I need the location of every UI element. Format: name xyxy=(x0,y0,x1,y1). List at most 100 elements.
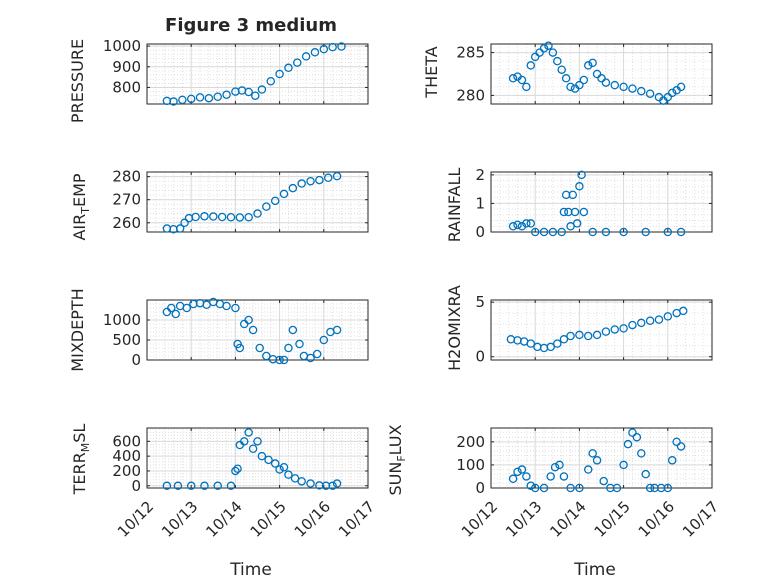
data-point xyxy=(266,76,276,86)
data-point xyxy=(251,91,260,100)
data-point xyxy=(275,355,284,365)
data-point xyxy=(204,93,214,103)
data-point xyxy=(530,227,540,237)
data-point xyxy=(526,61,536,70)
data-point xyxy=(530,52,540,62)
y-axis-label: TERRMSL xyxy=(70,424,92,496)
data-point xyxy=(583,331,593,341)
data-point xyxy=(213,92,222,102)
data-point xyxy=(553,56,562,66)
data-point xyxy=(530,483,540,493)
data-point xyxy=(264,455,273,465)
data-point xyxy=(550,462,560,472)
y-tick-label: 0 xyxy=(475,348,485,366)
data-point xyxy=(663,312,673,321)
y-axis-label: H2OMIXRA xyxy=(445,285,464,371)
data-point xyxy=(222,301,231,311)
data-point xyxy=(601,227,611,237)
y-tick-label: 0 xyxy=(131,477,141,495)
data-point xyxy=(676,227,686,237)
data-point xyxy=(539,44,549,53)
data-point xyxy=(288,325,298,335)
data-point xyxy=(180,218,189,228)
data-point xyxy=(328,481,337,491)
data-point xyxy=(315,175,324,185)
data-point xyxy=(663,227,673,237)
data-point xyxy=(588,227,597,237)
data-point xyxy=(619,460,628,470)
data-point xyxy=(663,483,673,493)
y-tick-label: 0 xyxy=(475,479,485,497)
data-point xyxy=(559,472,569,481)
subplot-terr-msl: TERRMSL xyxy=(70,424,92,496)
data-point xyxy=(162,481,172,491)
y-axis-label: THETA xyxy=(422,46,441,98)
data-point xyxy=(248,444,258,453)
y-tick-label: 400 xyxy=(112,447,141,465)
data-point xyxy=(332,325,342,335)
data-point xyxy=(279,463,289,472)
data-point xyxy=(517,222,527,231)
y-tick-label: 900 xyxy=(112,58,141,76)
data-point xyxy=(628,84,637,93)
data-point xyxy=(526,339,536,348)
x-tick-label: 10/17 xyxy=(679,498,722,541)
data-point xyxy=(222,90,231,99)
data-point xyxy=(566,483,575,493)
data-point xyxy=(566,331,575,341)
data-point xyxy=(235,213,245,222)
data-point xyxy=(645,89,655,98)
data-point xyxy=(575,182,584,191)
data-point xyxy=(244,315,253,325)
data-point xyxy=(628,320,637,330)
data-point xyxy=(566,82,575,92)
data-point xyxy=(508,474,518,484)
y-tick-label: 800 xyxy=(112,78,141,96)
data-point xyxy=(570,207,580,217)
data-point xyxy=(244,212,253,222)
data-point xyxy=(235,343,245,353)
data-point xyxy=(306,176,315,186)
data-point xyxy=(186,94,196,104)
data-point xyxy=(233,464,242,473)
subplot-air-temp: AIRTEMP xyxy=(70,173,92,240)
data-point xyxy=(513,220,522,230)
data-point xyxy=(522,472,531,481)
data-point xyxy=(628,428,637,437)
data-point xyxy=(306,353,315,363)
data-point xyxy=(319,44,329,54)
data-point xyxy=(231,303,240,313)
data-point xyxy=(676,82,686,92)
data-point xyxy=(623,439,633,449)
axes-theta: 280 285 xyxy=(456,41,713,105)
data-point xyxy=(175,224,185,233)
data-point xyxy=(601,327,611,336)
data-point xyxy=(522,82,531,92)
data-point xyxy=(508,74,518,83)
data-point xyxy=(663,92,673,102)
axes-box xyxy=(490,171,713,233)
data-point xyxy=(257,85,267,94)
x-tick-label: 10/13 xyxy=(502,498,545,541)
data-point xyxy=(217,212,227,222)
data-point xyxy=(597,74,606,83)
data-point xyxy=(191,212,200,222)
data-point xyxy=(667,88,677,98)
data-point xyxy=(579,207,589,217)
data-point xyxy=(588,449,597,458)
y-tick-label: 285 xyxy=(456,44,485,62)
x-axis-label-right: Time xyxy=(573,560,616,580)
y-axis-label: SUNFLUX xyxy=(386,424,408,495)
data-point xyxy=(526,481,536,490)
data-point xyxy=(679,306,688,316)
x-axis-label-left: Time xyxy=(229,560,272,580)
data-point xyxy=(297,477,306,486)
data-point xyxy=(288,183,298,193)
data-point xyxy=(645,483,655,493)
data-point xyxy=(332,171,342,181)
data-point xyxy=(539,483,549,493)
axes-box xyxy=(146,171,369,233)
axes-box xyxy=(146,427,369,489)
data-point xyxy=(200,212,209,221)
